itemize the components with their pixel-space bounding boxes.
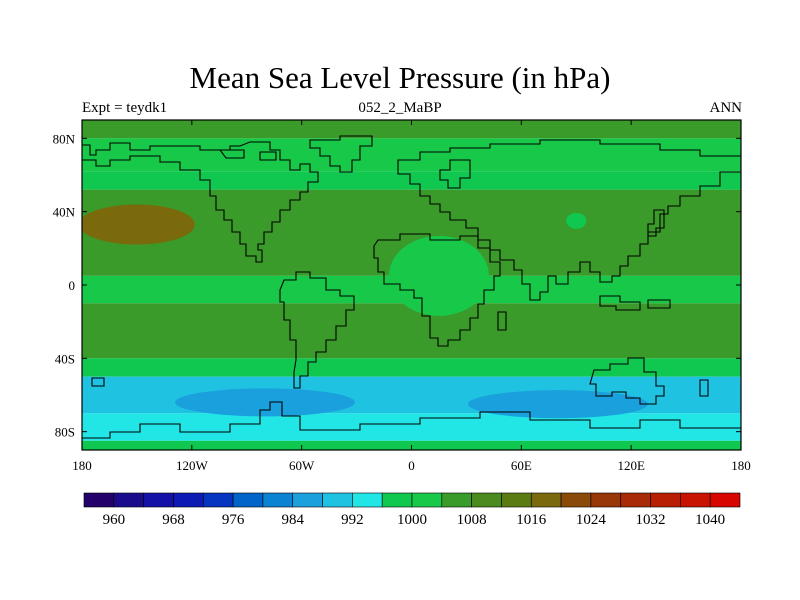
coastline-indonesia	[599, 295, 671, 311]
colorbar-swatch	[411, 492, 443, 508]
colorbar-swatch	[143, 492, 174, 508]
coastline-scandinavia	[439, 159, 471, 189]
pressure-band-9	[82, 413, 741, 441]
coastline-arctic-islands	[218, 149, 277, 161]
lon-tick-label: 180	[731, 458, 751, 473]
lon-tick-label: 0	[408, 458, 415, 473]
lat-tick-label: 40S	[55, 351, 75, 366]
pressure-field	[82, 120, 741, 450]
coastline-greenland	[309, 135, 373, 173]
lon-tick-label: 180	[72, 458, 92, 473]
coastline-madagascar	[497, 311, 507, 331]
colorbar-label: 992	[341, 512, 364, 528]
colorbar-label: 1000	[397, 512, 427, 528]
colorbar-swatch	[113, 492, 144, 508]
colorbar: 960 968 976 984 992 1000 1008 1016 1024 1032 1040	[83, 492, 741, 528]
colorbar-swatch	[352, 492, 383, 508]
colorbar-swatch	[262, 492, 294, 508]
pressure-band-7	[82, 358, 741, 377]
colorbar-swatch	[83, 492, 115, 508]
map-axes: 180 120W 60W 0 60E 120E 180 80N 40N 0 40S 80S	[53, 120, 751, 473]
coastline-south-atlantic-island	[91, 377, 105, 387]
colorbar-swatch	[381, 492, 413, 508]
coastline-australia	[589, 357, 665, 405]
plot-title: Mean Sea Level Pressure (in hPa)	[189, 60, 611, 95]
pressure-feature-indian-ocean-low	[467, 390, 648, 419]
pressure-band-6	[82, 303, 741, 359]
colorbar-swatch	[173, 492, 204, 508]
coastline-south-america	[279, 271, 355, 389]
colorbar-swatch	[709, 492, 741, 508]
pressure-feature-africa-thermal-low	[388, 235, 489, 316]
lat-tick-label: 80N	[53, 131, 76, 146]
colorbar-label: 1008	[457, 512, 487, 528]
colorbar-label: 1032	[636, 512, 666, 528]
colorbar-label: 968	[162, 512, 185, 528]
coastline-africa	[373, 233, 501, 347]
colorbar-label: 1024	[576, 512, 607, 528]
colorbar-swatch	[590, 492, 622, 508]
lat-tick-label: 40N	[53, 205, 76, 220]
lat-tick-label: 80S	[55, 425, 75, 440]
colorbar-swatch	[501, 492, 532, 508]
season-label: ANN	[709, 100, 743, 116]
pressure-feature-north-pacific-high	[82, 204, 195, 245]
colorbar-swatch	[650, 492, 681, 508]
coastline-japan	[647, 209, 665, 237]
pressure-band-2	[82, 171, 741, 190]
colorbar-label: 984	[281, 512, 304, 528]
pressure-feature-southern-ocean-low	[175, 388, 356, 417]
pressure-band-0	[82, 120, 741, 139]
pressure-feature-asia-thermal-low	[566, 212, 587, 229]
coastline-new-zealand	[699, 379, 709, 397]
colorbar-swatch	[471, 492, 502, 508]
coastline-north-america	[82, 141, 319, 263]
experiment-label: Expt = teydk1	[82, 100, 168, 116]
colorbar-swatch	[202, 492, 234, 508]
colorbar-swatch	[680, 492, 711, 508]
colorbar-swatch	[530, 492, 562, 508]
lat-tick-label: 0	[69, 278, 76, 293]
colorbar-label: 976	[222, 512, 245, 528]
colorbar-label: 960	[103, 512, 126, 528]
lon-tick-label: 60E	[511, 458, 532, 473]
lon-tick-label: 120W	[176, 458, 209, 473]
lon-tick-label: 60W	[289, 458, 315, 473]
colorbar-swatch	[441, 492, 472, 508]
colorbar-swatch	[620, 492, 651, 508]
coastline-eurasia	[397, 139, 741, 301]
colorbar-label: 1040	[695, 512, 725, 528]
colorbar-swatch	[560, 492, 592, 508]
period-label: 052_2_MaBP	[358, 100, 442, 116]
colorbar-swatch	[232, 492, 264, 508]
colorbar-label: 1016	[516, 512, 547, 528]
coastlines	[82, 135, 741, 450]
colorbar-swatch	[322, 492, 353, 508]
colorbar-swatch	[292, 492, 323, 508]
pressure-band-1	[82, 138, 741, 172]
coastline-antarctica	[82, 401, 741, 450]
lon-tick-label: 120E	[617, 458, 645, 473]
